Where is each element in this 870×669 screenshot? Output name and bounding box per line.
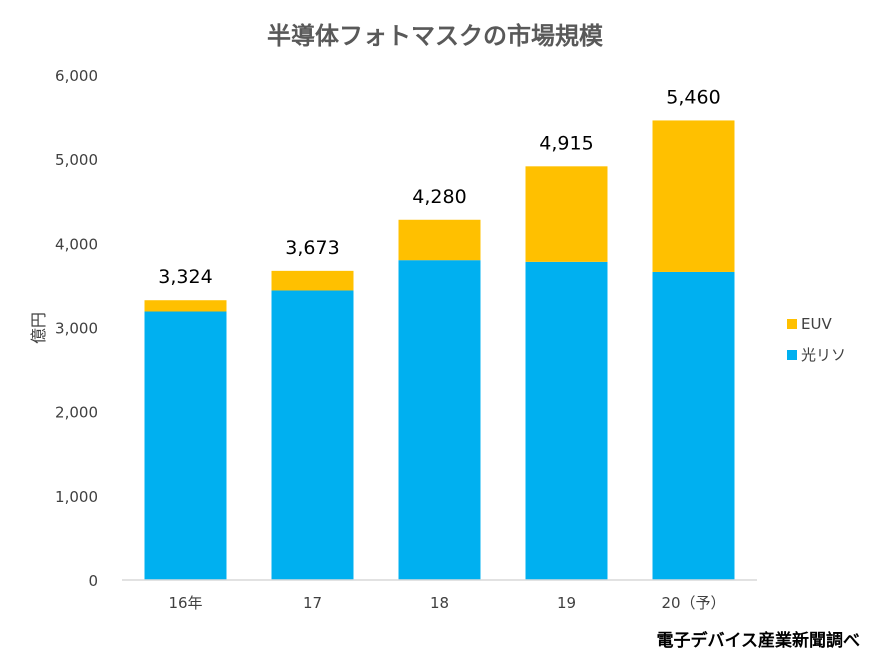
bar-total-label: 3,324	[158, 266, 212, 288]
x-tick-label: 17	[303, 594, 322, 612]
bar-hikari-riso	[271, 290, 354, 580]
bar-euv	[398, 219, 481, 261]
bar-euv	[144, 300, 227, 312]
x-tick-label: 20（予）	[661, 594, 725, 612]
chart-title: 半導体フォトマスクの市場規模	[267, 22, 604, 50]
bar-total-label: 4,915	[539, 132, 593, 154]
bar-total-label: 3,673	[285, 237, 339, 259]
y-tick-label: 1,000	[55, 488, 98, 506]
y-tick-label: 3,000	[55, 320, 98, 338]
y-tick-label: 6,000	[55, 67, 98, 85]
y-tick-label: 4,000	[55, 235, 98, 253]
x-axis-ticks: 16年 17 18 19 20（予）	[168, 594, 725, 612]
bar-hikari-riso	[652, 271, 735, 580]
legend-swatch	[787, 350, 797, 360]
bar-total-label: 4,280	[412, 186, 466, 208]
bar-euv	[652, 120, 735, 272]
bar-hikari-riso	[398, 260, 481, 580]
bar-hikari-riso	[525, 261, 608, 580]
bar-euv	[525, 166, 608, 262]
y-axis-ticks: 0 1,000 2,000 3,000 4,000 5,000 6,000	[55, 67, 98, 590]
legend-label: 光リソ	[801, 346, 846, 364]
y-tick-label: 5,000	[55, 151, 98, 169]
y-tick-label: 0	[88, 572, 98, 590]
y-axis-label: 億円	[29, 312, 48, 344]
x-tick-label: 16年	[168, 594, 202, 612]
x-tick-label: 19	[557, 594, 576, 612]
legend: EUV 光リソ	[787, 315, 846, 364]
y-tick-label: 2,000	[55, 404, 98, 422]
bars-group	[144, 120, 735, 580]
legend-label: EUV	[801, 315, 832, 333]
bar-total-label: 5,460	[666, 86, 720, 108]
legend-swatch	[787, 319, 797, 329]
bar-euv	[271, 270, 354, 291]
total-labels-group: 3,324 3,673 4,280 4,915 5,460	[158, 86, 720, 288]
x-tick-label: 18	[430, 594, 449, 612]
bar-hikari-riso	[144, 311, 227, 580]
source-note: 電子デバイス産業新聞調べ	[657, 630, 861, 651]
